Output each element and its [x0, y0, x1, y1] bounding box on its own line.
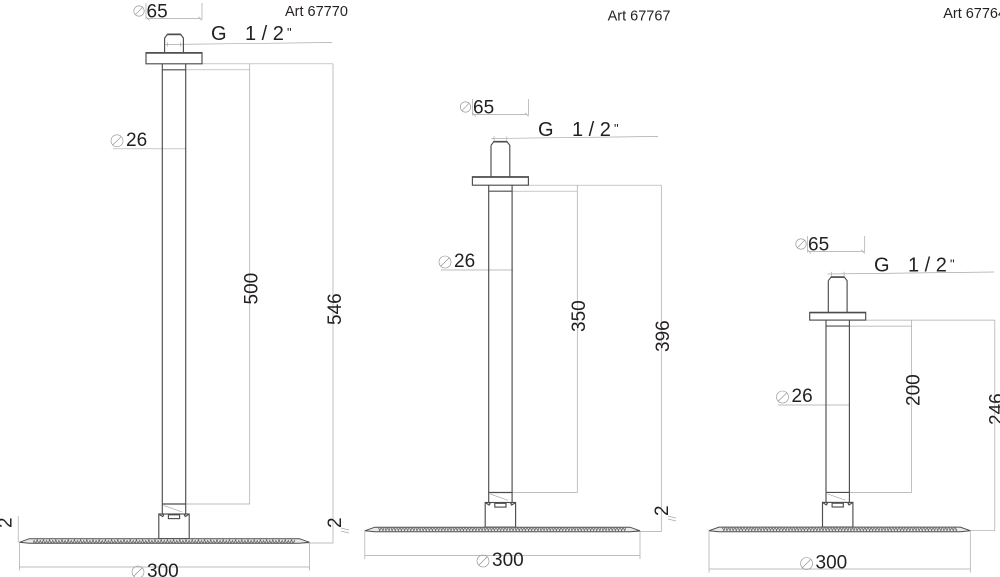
- svg-text:300: 300: [147, 561, 179, 577]
- svg-text:350: 350: [569, 300, 590, 332]
- svg-text:2: 2: [652, 505, 673, 516]
- svg-text:26: 26: [454, 251, 475, 272]
- svg-text:200: 200: [904, 374, 925, 406]
- svg-text:": ": [950, 257, 955, 272]
- svg-text:G: G: [211, 23, 227, 45]
- svg-text:Art 67770: Art 67770: [285, 4, 348, 20]
- svg-text:246: 246: [987, 393, 1000, 425]
- svg-text:65: 65: [473, 98, 494, 119]
- svg-text:2: 2: [325, 517, 346, 528]
- svg-text:500: 500: [242, 273, 263, 305]
- svg-text:26: 26: [792, 386, 813, 407]
- svg-text:26: 26: [126, 130, 147, 151]
- svg-text:G: G: [538, 119, 554, 141]
- svg-text:G: G: [874, 255, 890, 277]
- svg-text:": ": [614, 121, 619, 136]
- svg-text:300: 300: [492, 550, 524, 571]
- svg-text:300: 300: [816, 553, 848, 574]
- svg-text:1 / 2: 1 / 2: [245, 23, 284, 45]
- svg-text:396: 396: [653, 320, 674, 352]
- svg-text:546: 546: [325, 293, 346, 325]
- svg-text:1 / 2: 1 / 2: [908, 255, 947, 277]
- svg-text:65: 65: [808, 235, 829, 256]
- svg-text:": ": [287, 25, 292, 40]
- svg-text:2: 2: [0, 517, 17, 528]
- svg-text:65: 65: [147, 2, 168, 23]
- svg-text:Art 67767: Art 67767: [608, 8, 671, 24]
- svg-text:1 / 2: 1 / 2: [572, 119, 611, 141]
- svg-text:Art 67764: Art 67764: [943, 6, 1000, 22]
